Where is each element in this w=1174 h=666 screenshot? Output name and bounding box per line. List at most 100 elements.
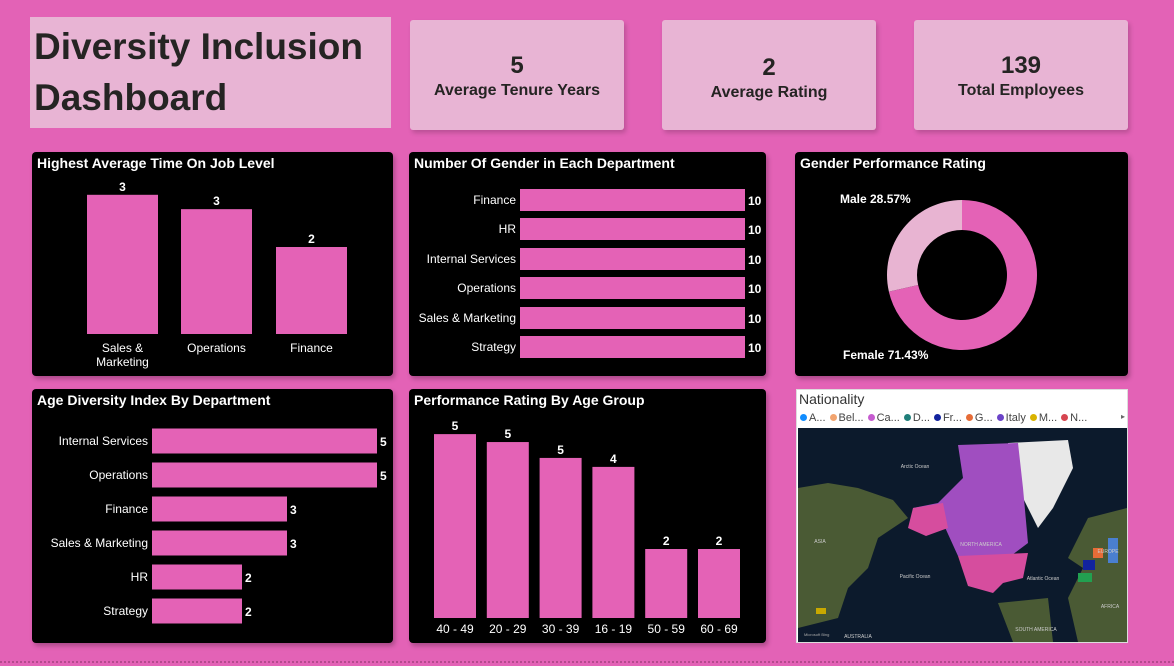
asia-landmass (798, 483, 908, 628)
category-label: 30 - 39 (542, 622, 580, 636)
bar (486, 442, 529, 618)
region-malaysia (816, 608, 826, 614)
chart-svg: Internal Services 5 Operations 5 Finance 3 Sal… (51, 428, 387, 624)
bar (152, 530, 287, 556)
south-america (998, 598, 1053, 642)
category-label: Sales & Marketing (419, 311, 516, 325)
region-usa (958, 553, 1028, 593)
bar (520, 307, 745, 329)
bar (645, 549, 688, 618)
legend-item[interactable]: Bel... (829, 412, 864, 424)
category-label: 40 - 49 (436, 622, 474, 636)
legend-dot-icon (996, 414, 1004, 421)
category-label: Finance (290, 341, 333, 355)
chart-gender-department[interactable]: Number Of Gender in Each Department Fina… (409, 152, 766, 376)
category-label: Finance (105, 502, 148, 516)
legend-item[interactable]: M... (1029, 412, 1058, 424)
map-label: AFRICA (1101, 604, 1120, 610)
category-label: Sales & Marketing (96, 341, 149, 369)
kpi-average-rating: 2 Average Rating (662, 20, 876, 130)
data-label: 3 (119, 180, 126, 194)
map-label: Pacific Ocean (900, 574, 931, 580)
category-label: Internal Services (427, 252, 516, 266)
chart-svg: Female 71.43% Male 28.57% (840, 192, 1037, 362)
data-label: 3 (290, 503, 297, 517)
data-label: 2 (245, 605, 252, 619)
legend-dot-icon (1029, 414, 1037, 421)
category-label: HR (499, 222, 517, 236)
region-alaska (908, 503, 948, 536)
bar (87, 194, 158, 334)
chart-title: Age Diversity Index By Department (37, 392, 271, 408)
map-label: SOUTH AMERICA (1015, 627, 1057, 633)
legend-scroll-right-icon[interactable]: ▸ (1120, 412, 1125, 421)
bar (181, 209, 252, 334)
donut-slice-male (887, 200, 962, 292)
chart-gender-performance[interactable]: Gender Performance Rating Female 71.43% M… (795, 152, 1128, 376)
data-label: 5 (504, 427, 511, 441)
title-line-2: Dashboard (34, 77, 228, 118)
data-label: 10 (748, 253, 762, 267)
category-label: Operations (457, 281, 516, 295)
legend-item[interactable]: Fr... (933, 412, 962, 424)
kpi-value: 2 (762, 54, 776, 81)
bar (152, 428, 377, 454)
bar (520, 248, 745, 270)
region-france (1083, 560, 1095, 570)
greenland (1008, 440, 1073, 528)
bar (520, 336, 745, 358)
chart-svg: 5 40 - 49 5 20 - 29 5 30 - 39 4 16 - 19 2 50 - 59… (434, 419, 740, 636)
legend-item[interactable]: D... (903, 412, 930, 424)
legend-item[interactable]: N... (1061, 412, 1087, 424)
map-label: Arctic Ocean (901, 464, 930, 470)
legend-dot-icon (903, 414, 911, 421)
chart-age-diversity[interactable]: Age Diversity Index By Department Intern… (32, 389, 393, 643)
data-label: Female 71.43% (843, 348, 929, 362)
bar (520, 277, 745, 299)
legend-item[interactable]: Ca... (867, 412, 900, 424)
category-label: Operations (187, 341, 246, 355)
bar (520, 218, 745, 240)
kpi-label: Average Rating (710, 84, 828, 101)
bar (698, 549, 740, 618)
data-label: 4 (610, 452, 617, 466)
nationality-map-visual[interactable]: Nationality A... Bel... Ca... D... Fr... G...… (796, 389, 1128, 643)
category-label: 16 - 19 (595, 622, 633, 636)
legend-item[interactable]: A... (800, 412, 826, 424)
chart-title: Gender Performance Rating (800, 155, 986, 171)
title-line-1: Diversity Inclusion (34, 26, 363, 67)
data-label: 5 (557, 443, 564, 457)
region-spain (1078, 573, 1092, 582)
kpi-label: Average Tenure Years (433, 82, 601, 99)
bar (152, 598, 242, 624)
bar (276, 247, 347, 334)
category-label: Sales & Marketing (51, 536, 148, 550)
data-label: 10 (748, 223, 762, 237)
data-label: 5 (380, 469, 387, 483)
data-label: 2 (245, 571, 252, 585)
data-label: 2 (663, 534, 670, 548)
data-label: 10 (748, 341, 762, 355)
data-label: 5 (380, 435, 387, 449)
data-label: 10 (748, 194, 762, 208)
map-label: NORTH AMERICA (960, 542, 1002, 548)
dashboard-title: Diversity Inclusion Dashboard (30, 17, 391, 128)
chart-time-on-job[interactable]: Highest Average Time On Job Level 3 Sales… (32, 152, 393, 376)
legend-item[interactable]: Italy (996, 412, 1026, 424)
data-label: 2 (308, 232, 315, 246)
bar (434, 434, 476, 618)
map-canvas[interactable]: Arctic Ocean Pacific Ocean Atlantic Ocean N… (798, 428, 1127, 642)
legend-label: M... (1038, 412, 1058, 424)
chart-performance-age[interactable]: Performance Rating By Age Group 5 40 - 49… (409, 389, 766, 643)
legend-label: Italy (1005, 412, 1026, 424)
legend-label: Ca... (876, 412, 900, 424)
map-label: AUSTRALIA (844, 634, 872, 640)
legend-dot-icon (965, 414, 973, 421)
legend-label: Bel... (838, 412, 864, 424)
map-label: EUROPE (1097, 549, 1119, 555)
data-label: 3 (290, 537, 297, 551)
region-germany (1093, 548, 1103, 558)
bar (520, 189, 745, 211)
legend-item[interactable]: G... (965, 412, 993, 424)
bar (152, 496, 287, 522)
